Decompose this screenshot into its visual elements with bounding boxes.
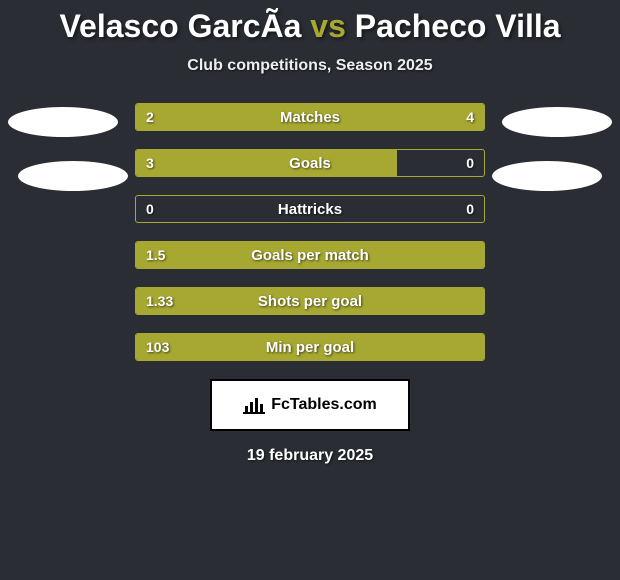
stat-bar-left: [136, 242, 484, 268]
stat-row: 103Min per goal: [135, 333, 485, 361]
stat-bar-left: [136, 104, 240, 130]
stat-bar-left: [136, 334, 484, 360]
stat-bar-right: [240, 104, 484, 130]
footer-date: 19 february 2025: [0, 447, 620, 465]
avatar-placeholder-right-2: [492, 161, 602, 191]
page-title: Velasco GarcÃ­a vs Pacheco Villa: [0, 8, 620, 45]
stat-row: 2Matches4: [135, 103, 485, 131]
stat-value-right: 0: [466, 196, 474, 222]
brand-text: FcTables.com: [271, 396, 377, 414]
stats-area: 2Matches43Goals00Hattricks01.5Goals per …: [0, 103, 620, 361]
player1-name: Velasco GarcÃ­a: [59, 8, 301, 44]
subtitle: Club competitions, Season 2025: [0, 57, 620, 75]
avatar-placeholder-left-2: [18, 161, 128, 191]
comparison-card: Velasco GarcÃ­a vs Pacheco Villa Club co…: [0, 0, 620, 465]
stat-row: 3Goals0: [135, 149, 485, 177]
player2-name: Pacheco Villa: [355, 8, 561, 44]
stat-row: 0Hattricks0: [135, 195, 485, 223]
stat-bar-left: [136, 150, 397, 176]
stat-label: Hattricks: [136, 196, 484, 222]
stat-row: 1.33Shots per goal: [135, 287, 485, 315]
avatar-placeholder-left-1: [8, 107, 118, 137]
stat-value-right: 0: [466, 150, 474, 176]
brand-badge[interactable]: FcTables.com: [210, 379, 410, 431]
stat-value-left: 0: [146, 196, 154, 222]
vs-label: vs: [310, 8, 346, 44]
avatar-placeholder-right-1: [502, 107, 612, 137]
chart-icon: [243, 396, 265, 414]
stat-rows: 2Matches43Goals00Hattricks01.5Goals per …: [135, 103, 485, 361]
stat-bar-left: [136, 288, 484, 314]
stat-row: 1.5Goals per match: [135, 241, 485, 269]
